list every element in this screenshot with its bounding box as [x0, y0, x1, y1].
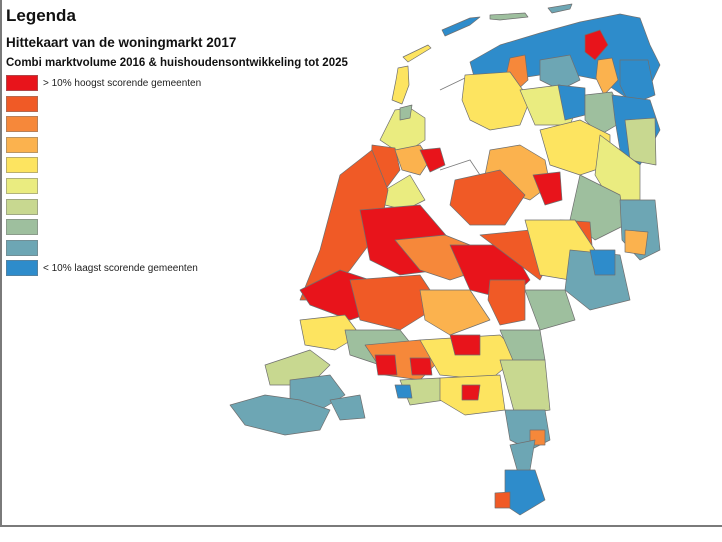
- legend-title: Legenda: [6, 6, 76, 25]
- legend-item: [6, 95, 348, 112]
- legend-label: > 10% hoogst scorende gemeenten: [43, 77, 202, 89]
- map-frame: [0, 0, 722, 527]
- legend-item: [6, 177, 348, 194]
- legend-swatch: [6, 219, 38, 236]
- legend-swatch: [6, 198, 38, 215]
- legend-item: [6, 198, 348, 215]
- legend-swatch: [6, 260, 38, 277]
- legend-item: > 10% hoogst scorende gemeenten: [6, 75, 348, 91]
- legend-description: Combi marktvolume 2016 & huishoudensontw…: [6, 57, 348, 69]
- legend-item: < 10% laagst scorende gemeenten: [6, 260, 348, 277]
- legend-item: [6, 116, 348, 133]
- legend-item: [6, 136, 348, 153]
- legend-subtitle: Hittekaart van de woningmarkt 2017: [6, 35, 237, 50]
- legend-item: [6, 239, 348, 256]
- legend: Legenda Hittekaart van de woningmarkt 20…: [6, 6, 348, 281]
- legend-item: [6, 219, 348, 236]
- legend-item: [6, 157, 348, 174]
- legend-swatch: [6, 116, 38, 133]
- legend-swatch: [6, 95, 38, 112]
- legend-label: < 10% laagst scorende gemeenten: [43, 262, 198, 274]
- legend-swatch: [6, 239, 38, 256]
- legend-items: > 10% hoogst scorende gemeenten < 10% la…: [6, 75, 348, 277]
- legend-swatch: [6, 136, 38, 153]
- legend-swatch: [6, 177, 38, 194]
- legend-swatch: [6, 75, 38, 91]
- legend-swatch: [6, 157, 38, 174]
